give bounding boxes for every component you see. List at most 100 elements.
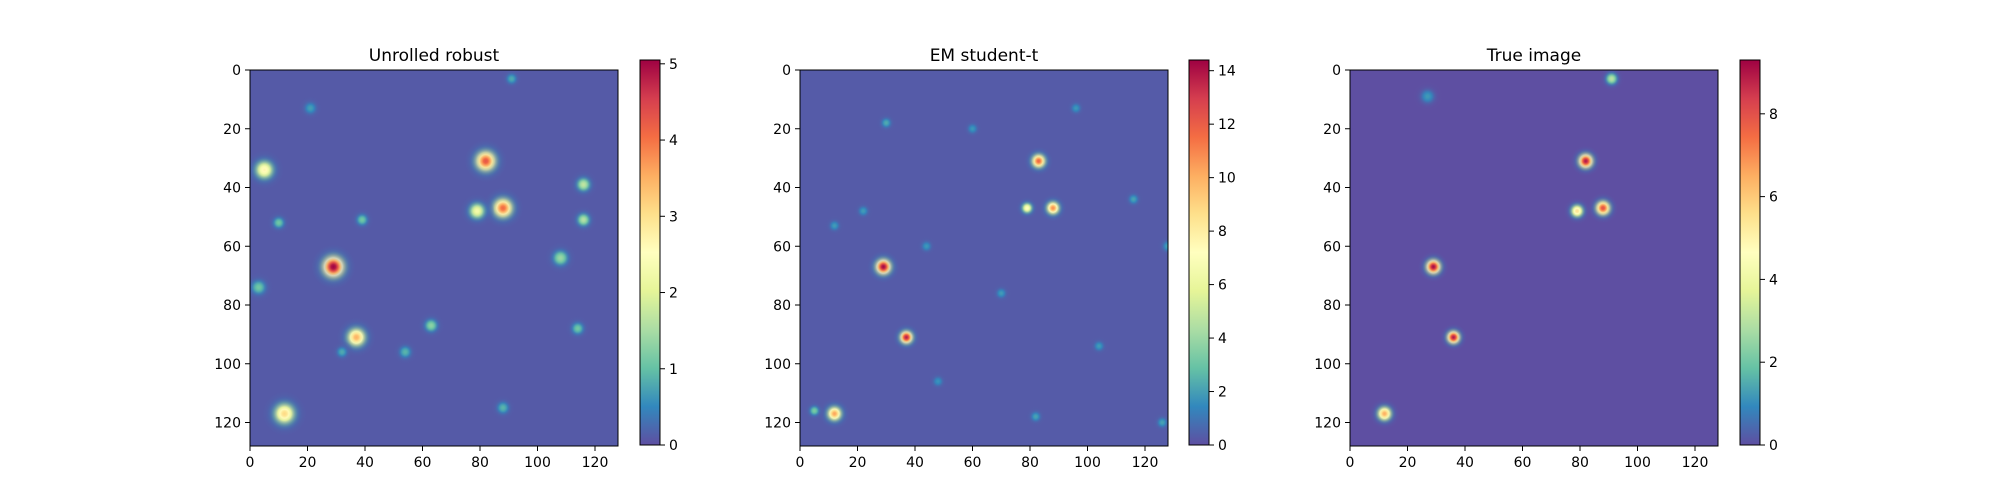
heatmap-blob <box>568 169 599 200</box>
heatmap-blob <box>852 200 874 222</box>
heatmap-blob <box>818 398 851 430</box>
colorbar-tick-label: 2 <box>1769 355 1778 371</box>
colorbar <box>1740 60 1760 445</box>
y-tick-label: 40 <box>223 181 241 197</box>
heatmap-blob <box>250 150 285 190</box>
colorbar-tick-label: 0 <box>1769 438 1778 454</box>
heatmap-background <box>1350 70 1718 446</box>
heatmap-blob <box>1156 235 1168 258</box>
colorbar-tick-label: 10 <box>1218 171 1236 187</box>
plot-frame <box>799 69 1169 447</box>
colorbar-tick-label: 2 <box>1218 385 1227 401</box>
panel-unrolled-robust: Unrolled robust 0 20 40 60 80 100 120 02040608… <box>214 46 678 471</box>
y-tick-label: 80 <box>223 298 241 314</box>
y-tick-label: 100 <box>214 357 241 373</box>
x-tick-label: 0 <box>796 455 805 471</box>
x-tick-label: 0 <box>246 455 255 471</box>
y-tick-label: 80 <box>1323 298 1341 314</box>
panel-title: EM student-t <box>930 46 1039 66</box>
colorbar-tick-label: 4 <box>1218 331 1227 347</box>
colorbar <box>640 60 660 445</box>
x-tick-label: 120 <box>582 455 609 471</box>
y-tick-label: 40 <box>1323 181 1341 197</box>
panel-title: Unrolled robust <box>369 46 500 66</box>
heatmap-blob <box>310 244 356 290</box>
heatmap-blob <box>297 95 324 122</box>
x-tick-label: 40 <box>1456 455 1474 471</box>
heatmap-blob <box>804 400 825 422</box>
y-tick-label: 20 <box>773 122 791 138</box>
x-tick-label: 100 <box>524 455 551 471</box>
y-tick-label: 0 <box>1332 63 1341 79</box>
heatmap-blob <box>350 207 375 232</box>
y-tick-label: 0 <box>782 63 791 79</box>
y-tick-label: 60 <box>1323 239 1341 255</box>
heatmap-blob <box>490 394 516 421</box>
colorbar-tick-label: 3 <box>669 209 678 225</box>
colorbar-tick-label: 6 <box>1218 278 1227 294</box>
heatmap-blob <box>1587 192 1619 224</box>
y-tick-label: 60 <box>773 239 791 255</box>
colorbar-tick-label: 4 <box>669 133 678 149</box>
y-tick-label: 80 <box>773 298 791 314</box>
y-tick-label: 20 <box>223 122 241 138</box>
heatmap-blob <box>266 210 291 235</box>
heatmap-blob <box>1023 146 1054 176</box>
heatmap-blob <box>962 118 983 140</box>
plot-frame <box>1349 69 1719 447</box>
colorbar-tick-label: 0 <box>669 438 678 454</box>
heatmap-blob <box>990 282 1012 304</box>
heatmap-blob <box>417 311 445 340</box>
heatmap-blob <box>1368 398 1401 430</box>
heatmap-blob <box>1563 197 1591 225</box>
y-tick-label: 120 <box>764 416 791 432</box>
colorbar-tick-label: 1 <box>669 362 678 378</box>
heatmap-blob <box>459 193 495 229</box>
x-tick-label: 0 <box>1346 455 1355 471</box>
x-tick-label: 100 <box>1624 455 1651 471</box>
heatmap-blob <box>1570 145 1602 177</box>
colorbar-tick-label: 12 <box>1218 117 1236 133</box>
x-tick-label: 80 <box>471 455 489 471</box>
heatmap-blob <box>875 112 897 134</box>
colorbar-frame <box>639 59 661 446</box>
y-tick-label: 20 <box>1323 122 1341 138</box>
panel-em-student-t: EM student-t 0 20 40 60 80 100 120 02040608010… <box>764 46 1236 471</box>
x-tick-label: 80 <box>1021 455 1039 471</box>
y-tick-label: 40 <box>773 181 791 197</box>
plot-frame <box>249 69 619 447</box>
heatmap-blob <box>1088 335 1110 357</box>
colorbar-frame <box>1188 59 1210 446</box>
x-tick-label: 80 <box>1571 455 1589 471</box>
heatmap-blob <box>824 215 845 237</box>
colorbar-tick-label: 8 <box>1218 224 1227 240</box>
y-tick-label: 0 <box>232 63 241 79</box>
heatmap-blob <box>927 371 949 392</box>
heatmap-blob <box>916 235 937 257</box>
heatmap-blob <box>330 340 354 364</box>
heatmap-blob <box>1039 194 1067 222</box>
y-tick-label: 100 <box>764 357 791 373</box>
heatmap-blob <box>569 206 598 234</box>
heatmap-blob <box>892 323 921 352</box>
x-tick-label: 120 <box>1682 455 1709 471</box>
heatmap-blob <box>564 315 591 342</box>
colorbar-tick-label: 8 <box>1769 107 1778 123</box>
x-tick-label: 120 <box>1132 455 1159 471</box>
heatmap-blob <box>544 241 577 275</box>
y-tick-label: 60 <box>223 239 241 255</box>
heatmap-blob <box>1123 188 1144 210</box>
heatmap-blob <box>1015 196 1039 220</box>
heatmap-blob <box>1412 80 1444 112</box>
colorbar-tick-label: 4 <box>1769 272 1778 288</box>
x-tick-label: 20 <box>849 455 867 471</box>
y-tick-label: 120 <box>1314 416 1341 432</box>
colorbar-tick-label: 0 <box>1218 438 1227 454</box>
x-tick-label: 20 <box>299 455 317 471</box>
heatmap-blob <box>262 391 307 437</box>
colorbar-tick-label: 2 <box>669 286 678 302</box>
heatmap-blob <box>250 271 275 303</box>
heatmap-blob <box>1598 70 1625 92</box>
colorbar-frame <box>1739 59 1761 446</box>
